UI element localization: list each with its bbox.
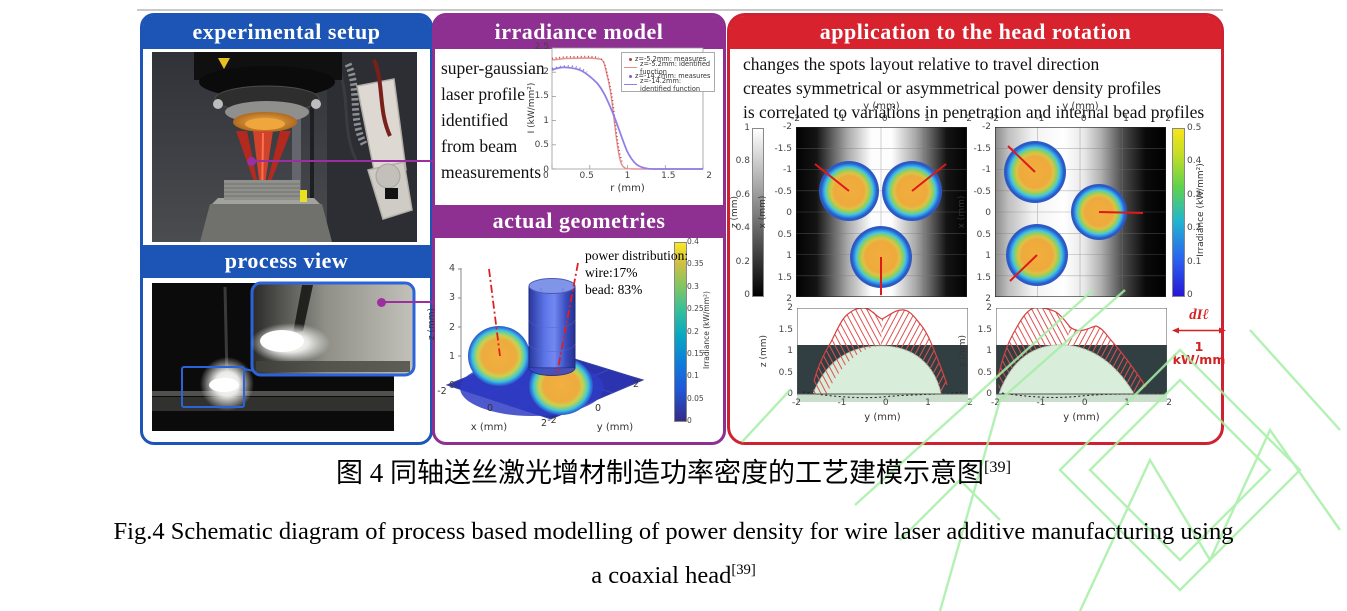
reference-mark: [39]: [731, 562, 756, 578]
desc-line: identified: [441, 110, 509, 130]
spot-map-2: [994, 126, 1167, 302]
spot-map-1-canvas: [795, 126, 968, 298]
marker-line: [624, 84, 637, 86]
marker-dot: [629, 74, 632, 78]
legend-row: z=-5.2mm: identified function: [624, 60, 712, 76]
process-view-photo: [152, 281, 418, 431]
marker-dot: [629, 57, 632, 61]
desc-line: measurements: [441, 162, 542, 182]
connector-line-beam-to-model: [251, 160, 434, 162]
irradiance-plot: 2.5 2 1.5 1 0.5 0 0 0.5 1 1.5 2 r (mm) I (kW/…: [527, 42, 718, 204]
spotmap1-toplabel: y (mm): [863, 101, 900, 112]
spotmap1-sideticks: -2 -1.5 -1 -0.5 0 0.5 1 1.5 2: [774, 122, 792, 304]
bullet-line: changes the spots layout relative to tra…: [743, 54, 1100, 74]
spotmap2-toplabel: y (mm): [1062, 101, 1099, 112]
panel-model: irradiance model super-gaussian laser pr…: [427, 13, 726, 445]
panel-title-process-view: process view: [143, 245, 430, 278]
irradiance-xticks: 0 0.5 1 1.5 2: [543, 171, 712, 181]
spotmap2-sideticks: -2 -1.5 -1 -0.5 0 0.5 1 1.5 2: [973, 122, 991, 304]
connector-line-meltpool-to-geometries: [381, 301, 434, 303]
spot-map-1: [795, 126, 968, 302]
power-scale-annotation: dIℓ 1 kW/mm: [1168, 308, 1230, 366]
caption-english-line1: Fig.4 Schematic diagram of process based…: [113, 518, 1234, 545]
geometry-zlabel: z (mm): [427, 307, 437, 341]
panel-title-experimental-setup: experimental setup: [143, 16, 430, 49]
geometry-colorbar-ticks: 0.4 0.35 0.3 0.25 0.2 0.15 0.1 0.05 0: [687, 237, 704, 425]
profile2-zlabel: z (mm): [958, 334, 968, 368]
bead-profile-2: [995, 306, 1168, 408]
irradiance-ylabel: I (kW/mm²): [527, 82, 537, 134]
irradiance-colorbar: [1172, 128, 1185, 297]
bead-profile-2-canvas: [995, 306, 1168, 402]
experimental-setup-photo: [152, 52, 417, 242]
legend-row: z=-14.2mm: identified function: [624, 77, 712, 93]
panel-title-application: application to the head rotation: [730, 16, 1221, 49]
profile1-zticks: 2 1.5 1 0.5 0: [778, 303, 793, 399]
geometry-xtick: 2: [540, 418, 548, 429]
spotmap2-sidelabel: x (mm): [957, 195, 967, 229]
connector-dot-beam: [247, 156, 256, 166]
power-distribution-annotation: power distribution: wire:17% bead: 83%: [585, 248, 689, 297]
caption-english-line2: a coaxial head[39]: [591, 562, 756, 590]
bead-profile-1-canvas: [796, 307, 969, 402]
connector-dot-meltpool: [377, 297, 386, 307]
scale-value: 1 kW/mm: [1172, 339, 1226, 367]
desc-line: laser profile: [441, 84, 526, 104]
caption-chinese: 图 4 同轴送丝激光增材制造功率密度的工艺建模示意图[39]: [336, 458, 1011, 488]
profile2-zticks: 2 1.5 1 0.5 0: [977, 303, 992, 399]
marker-line: [624, 67, 637, 69]
geometry-ytick: 0: [594, 403, 602, 414]
height-colorbar-ticks: 1 0.8 0.6 0.4 0.2 0: [735, 123, 750, 300]
top-rule: [137, 9, 1223, 11]
irradiance-description: super-gaussian laser profile identified …: [441, 55, 545, 185]
process-view-illustration: [152, 281, 416, 431]
profile1-xlabel: y (mm): [864, 412, 901, 423]
reference-mark: [39]: [984, 458, 1011, 476]
irradiance-xlabel: r (mm): [610, 183, 645, 194]
geometry-xtick: -2: [437, 386, 447, 397]
height-colorbar-label: z (mm): [730, 195, 740, 229]
panel-title-irradiance-model: irradiance model: [435, 16, 723, 49]
profile1-zlabel: z (mm): [759, 334, 769, 368]
geometry-ytick: -2: [547, 415, 557, 426]
dI-symbol: dIℓ: [1189, 307, 1209, 323]
geometry-xtick: 0: [486, 403, 494, 414]
irradiance-legend: z=-5.2mm: measures z=-5.2mm: identified …: [621, 52, 715, 93]
desc-line: from beam: [441, 136, 518, 156]
geometry-3d-canvas: [445, 262, 645, 420]
geometry-ytick: 2: [632, 379, 640, 390]
legend-row: z=-5.2mm: measures: [624, 55, 712, 64]
irradiance-colorbar-label: Irradiance (kW/mm²): [1196, 163, 1206, 257]
scale-arrow-icon: [1172, 327, 1226, 334]
bullet-line: creates symmetrical or asymmetrical powe…: [743, 78, 1161, 98]
profile2-xlabel: y (mm): [1063, 412, 1100, 423]
panel-experimental: experimental setup: [140, 13, 433, 445]
head-rotation-bullets: changes the spots layout relative to tra…: [743, 52, 1204, 124]
irradiance-yticks: 2.5 2 1.5 1 0.5 0: [534, 42, 549, 175]
experimental-setup-illustration: [152, 52, 417, 242]
geometry-colorbar-label: Irradiance (kW/mm²): [702, 291, 711, 369]
panel-head-rotation: application to the head rotation changes…: [727, 13, 1226, 445]
spotmap1-sidelabel: x (mm): [758, 195, 768, 229]
legend-row: z=-14.2mm: measures: [624, 72, 712, 81]
height-colorbar: [752, 128, 764, 297]
irradiance-colorbar-ticks: 0.5 0.4 0.3 0.2 0.1 0: [1187, 123, 1202, 300]
desc-line: super-gaussian: [441, 58, 545, 78]
bullet-line: is correlated to variations in penetrati…: [743, 102, 1205, 122]
spot-map-2-canvas: [994, 126, 1167, 298]
geometry-xlabel: x (mm): [470, 422, 508, 433]
bead-profile-1: [796, 307, 969, 408]
panel-title-actual-geometries: actual geometries: [435, 205, 723, 238]
geometry-colorbar: [674, 242, 687, 422]
geometry-ylabel: y (mm): [596, 422, 634, 433]
